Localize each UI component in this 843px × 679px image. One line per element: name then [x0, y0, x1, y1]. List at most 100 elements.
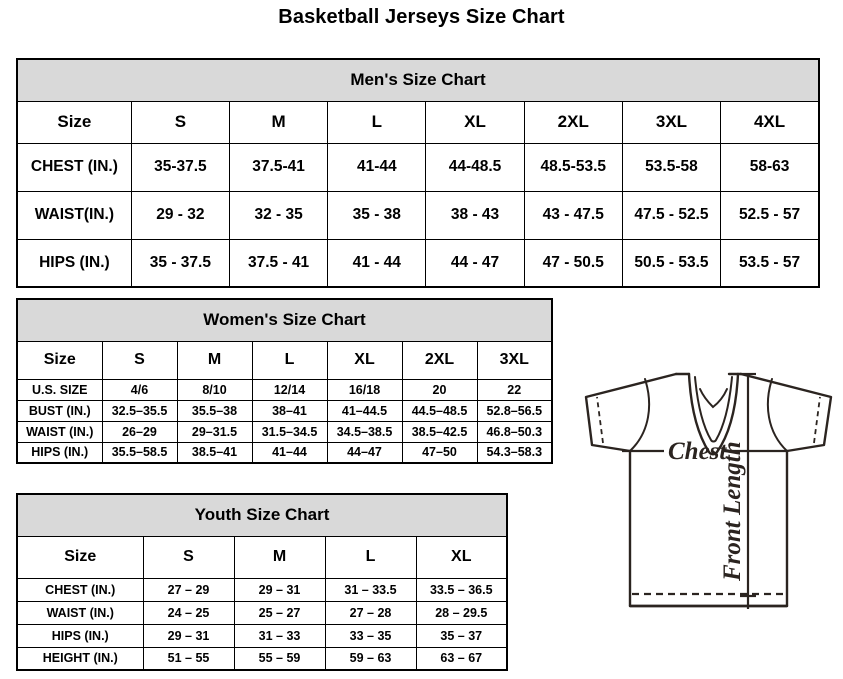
table-cell: 44-48.5 — [425, 142, 525, 192]
table-cell: 12/14 — [251, 378, 328, 401]
table-cell: 44.5–48.5 — [401, 399, 478, 422]
table-cell: 63 – 67 — [415, 646, 508, 671]
table-cell: 31 – 33.5 — [324, 577, 417, 602]
table-row: HEIGHT (IN.) 51 – 55 55 – 59 59 – 63 63 … — [16, 646, 508, 671]
column-header-xl: XL — [415, 535, 508, 579]
table-cell: 54.3–58.3 — [476, 441, 553, 464]
table-cell: 16/18 — [326, 378, 403, 401]
table-cell: 48.5-53.5 — [523, 142, 623, 192]
row-label: CHEST (IN.) — [16, 142, 132, 192]
table-cell: 38.5–42.5 — [401, 420, 478, 443]
row-label: HIPS (IN.) — [16, 238, 132, 288]
table-cell: 28 – 29.5 — [415, 600, 508, 625]
jersey-left-cuff-dashes — [596, 396, 604, 444]
jersey-left-sleeve — [584, 372, 678, 453]
table-cell: 33 – 35 — [324, 623, 417, 648]
column-header-4xl: 4XL — [720, 100, 820, 144]
front-length-label: Front Length — [719, 441, 746, 582]
table-cell: 33.5 – 36.5 — [415, 577, 508, 602]
row-label: U.S. SIZE — [16, 378, 103, 401]
row-label: BUST (IN.) — [16, 399, 103, 422]
jersey-measurement-diagram: Chest Front Length — [552, 356, 843, 656]
table-cell: 53.5-58 — [621, 142, 722, 192]
table-cell: 44–47 — [326, 441, 403, 464]
table-cell: 44 - 47 — [425, 238, 525, 288]
column-header-s: S — [130, 100, 230, 144]
table-cell: 38–41 — [251, 399, 328, 422]
jersey-neckline-outer — [687, 372, 740, 456]
table-caption-row: Youth Size Chart — [16, 493, 508, 537]
womens-size-chart-table: Women's Size Chart Size S M L XL 2XL 3XL… — [16, 298, 553, 464]
table-row: HIPS (IN.) 35.5–58.5 38.5–41 41–44 44–47… — [16, 441, 553, 464]
row-label: WAIST (IN.) — [16, 420, 103, 443]
jersey-collar-trim — [699, 388, 728, 409]
table-cell: 32.5–35.5 — [101, 399, 178, 422]
table-cell: 47.5 - 52.5 — [621, 190, 722, 240]
table-cell: 41 - 44 — [327, 238, 427, 288]
jersey-right-cuff-dashes — [813, 396, 821, 444]
table-cell: 8/10 — [176, 378, 253, 401]
column-header-m: M — [228, 100, 329, 144]
table-caption-row: Men's Size Chart — [16, 58, 820, 102]
table-cell: 29 - 32 — [130, 190, 230, 240]
table-cell: 35 - 37.5 — [130, 238, 230, 288]
table-cell: 31.5–34.5 — [251, 420, 328, 443]
table-cell: 34.5–38.5 — [326, 420, 403, 443]
table-cell: 25 – 27 — [233, 600, 326, 625]
table-cell: 53.5 - 57 — [720, 238, 820, 288]
row-label: HIPS (IN.) — [16, 441, 103, 464]
table-cell: 29 – 31 — [142, 623, 235, 648]
column-header-size: Size — [16, 340, 103, 380]
table-cell: 29 – 31 — [233, 577, 326, 602]
jersey-body-outline — [628, 449, 789, 608]
jersey-left-armhole-seam — [629, 378, 651, 452]
table-cell: 50.5 - 53.5 — [621, 238, 722, 288]
table-cell: 24 – 25 — [142, 600, 235, 625]
youth-table-caption: Youth Size Chart — [16, 493, 508, 537]
table-row: CHEST (IN.) 35-37.5 37.5-41 41-44 44-48.… — [16, 142, 820, 192]
jersey-neckline-middle — [694, 376, 733, 443]
table-cell: 51 – 55 — [142, 646, 235, 671]
mens-table-caption: Men's Size Chart — [16, 58, 820, 102]
table-row: WAIST(IN.) 29 - 32 32 - 35 35 - 38 38 - … — [16, 190, 820, 240]
column-header-m: M — [176, 340, 253, 380]
table-cell: 59 – 63 — [324, 646, 417, 671]
row-label: WAIST(IN.) — [16, 190, 132, 240]
table-cell: 41-44 — [327, 142, 427, 192]
column-header-xl: XL — [326, 340, 403, 380]
table-cell: 20 — [401, 378, 478, 401]
table-cell: 43 - 47.5 — [523, 190, 623, 240]
table-cell: 29–31.5 — [176, 420, 253, 443]
jersey-right-armhole-seam — [766, 378, 788, 452]
table-cell: 35 – 37 — [415, 623, 508, 648]
column-header-m: M — [233, 535, 326, 579]
table-cell: 35.5–38 — [176, 399, 253, 422]
table-cell: 4/6 — [101, 378, 178, 401]
table-header-row: Size S M L XL — [16, 535, 508, 579]
column-header-s: S — [142, 535, 235, 579]
table-cell: 35-37.5 — [130, 142, 230, 192]
row-label: CHEST (IN.) — [16, 577, 144, 602]
table-cell: 47–50 — [401, 441, 478, 464]
table-row: CHEST (IN.) 27 – 29 29 – 31 31 – 33.5 33… — [16, 577, 508, 602]
column-header-xl: XL — [425, 100, 525, 144]
womens-table-caption: Women's Size Chart — [16, 298, 553, 342]
table-cell: 38 - 43 — [425, 190, 525, 240]
table-cell: 55 – 59 — [233, 646, 326, 671]
column-header-3xl: 3XL — [621, 100, 722, 144]
table-cell: 31 – 33 — [233, 623, 326, 648]
table-cell: 46.8–50.3 — [476, 420, 553, 443]
table-cell: 52.5 - 57 — [720, 190, 820, 240]
youth-size-chart-table: Youth Size Chart Size S M L XL CHEST (IN… — [16, 493, 509, 671]
page-title: Basketball Jerseys Size Chart — [278, 6, 565, 28]
table-cell: 58-63 — [720, 142, 820, 192]
table-cell: 41–44.5 — [326, 399, 403, 422]
table-header-row: Size S M L XL 2XL 3XL — [16, 340, 553, 380]
table-cell: 37.5 - 41 — [228, 238, 329, 288]
table-cell: 27 – 28 — [324, 600, 417, 625]
row-label: HEIGHT (IN.) — [16, 646, 144, 671]
table-row: WAIST (IN.) 26–29 29–31.5 31.5–34.5 34.5… — [16, 420, 553, 443]
table-cell: 32 - 35 — [228, 190, 329, 240]
table-cell: 35 - 38 — [327, 190, 427, 240]
